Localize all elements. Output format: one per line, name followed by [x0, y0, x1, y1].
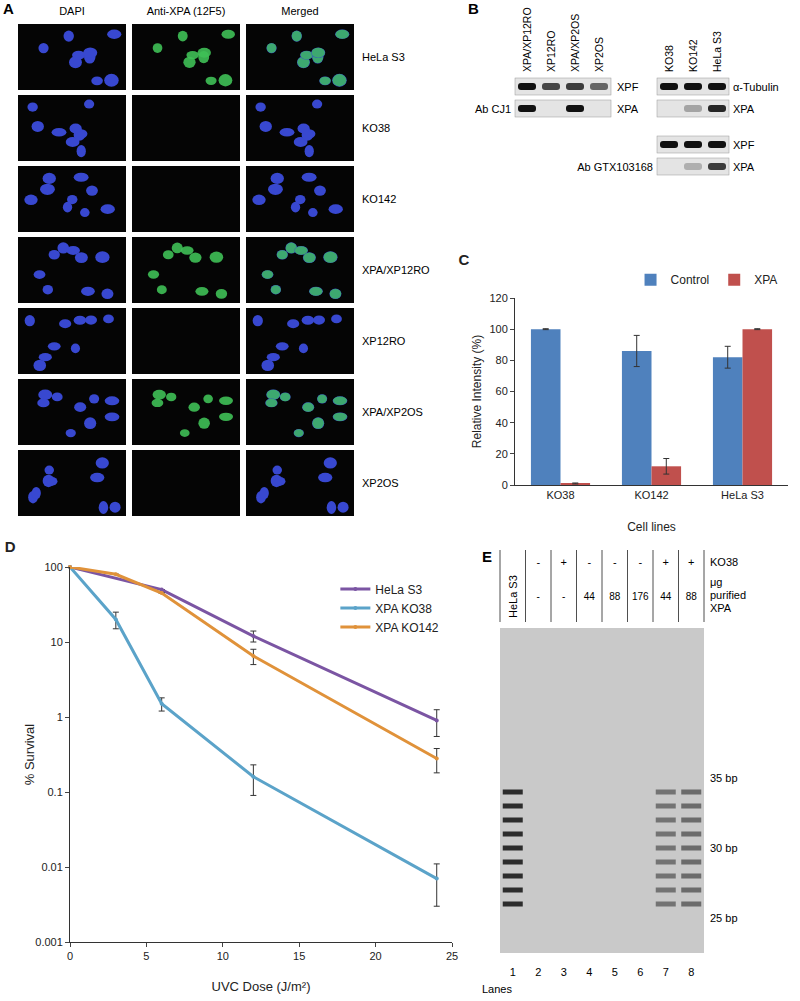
svg-text:KO142: KO142	[687, 39, 699, 72]
svg-text:1: 1	[57, 711, 63, 723]
svg-text:HeLa S3: HeLa S3	[362, 51, 405, 63]
svg-text:KO142: KO142	[362, 193, 396, 205]
svg-text:15: 15	[293, 950, 305, 962]
svg-text:μg: μg	[710, 576, 722, 588]
svg-text:XPA/XP2OS: XPA/XP2OS	[362, 406, 423, 418]
svg-text:0: 0	[502, 479, 508, 491]
svg-text:Relative Intensity (%): Relative Intensity (%)	[470, 335, 484, 448]
svg-text:1: 1	[510, 966, 516, 978]
svg-text:XP12RO: XP12RO	[545, 31, 557, 72]
svg-text:+: +	[688, 556, 694, 568]
svg-text:30 bp: 30 bp	[710, 842, 738, 854]
svg-text:35 bp: 35 bp	[710, 772, 738, 784]
svg-text:Anti-XPA (12F5): Anti-XPA (12F5)	[147, 5, 226, 17]
svg-text:Ab GTX103168: Ab GTX103168	[577, 161, 653, 173]
svg-text:XPA: XPA	[754, 273, 777, 287]
svg-text:Control: Control	[671, 273, 710, 287]
svg-text:Merged: Merged	[281, 5, 318, 17]
svg-text:176: 176	[632, 591, 649, 602]
svg-text:KO38: KO38	[663, 45, 675, 72]
svg-text:Cell lines: Cell lines	[627, 520, 676, 534]
svg-text:XP2OS: XP2OS	[593, 37, 605, 72]
svg-text:A: A	[3, 0, 14, 17]
svg-text:5: 5	[612, 966, 618, 978]
svg-text:D: D	[5, 538, 16, 555]
svg-text:25: 25	[446, 950, 458, 962]
svg-text:6: 6	[637, 966, 643, 978]
svg-text:HeLa S3: HeLa S3	[711, 31, 723, 72]
svg-text:2: 2	[535, 966, 541, 978]
svg-text:100: 100	[489, 323, 507, 335]
svg-text:60: 60	[496, 385, 508, 397]
svg-text:B: B	[468, 0, 479, 17]
svg-text:8: 8	[688, 966, 694, 978]
svg-text:XPA: XPA	[733, 161, 755, 173]
svg-text:+: +	[663, 556, 669, 568]
svg-text:DAPI: DAPI	[59, 5, 85, 17]
svg-text:UVC Dose (J/m²): UVC Dose (J/m²)	[212, 979, 311, 994]
svg-text:KO38: KO38	[546, 489, 574, 501]
svg-text:XPA/XP12RO: XPA/XP12RO	[521, 7, 533, 72]
svg-text:HeLa S3: HeLa S3	[375, 583, 422, 597]
svg-text:+: +	[561, 556, 567, 568]
svg-text:-: -	[587, 556, 591, 568]
svg-text:XPA/XP12RO: XPA/XP12RO	[362, 264, 430, 276]
svg-text:XPA KO38: XPA KO38	[375, 602, 432, 616]
svg-text:0.01: 0.01	[41, 861, 62, 873]
svg-text:40: 40	[496, 417, 508, 429]
svg-text:25 bp: 25 bp	[710, 912, 738, 924]
svg-text:-: -	[536, 556, 540, 568]
svg-text:-: -	[562, 591, 565, 602]
svg-text:0: 0	[67, 950, 73, 962]
svg-text:XPA: XPA	[733, 103, 755, 115]
svg-text:88: 88	[609, 591, 621, 602]
svg-text:XPA: XPA	[617, 103, 639, 115]
svg-text:KO38: KO38	[710, 556, 738, 568]
svg-text:7: 7	[663, 966, 669, 978]
svg-text:5: 5	[143, 950, 149, 962]
svg-text:α-Tubulin: α-Tubulin	[733, 81, 779, 93]
svg-text:KO38: KO38	[362, 122, 390, 134]
svg-text:4: 4	[586, 966, 592, 978]
svg-text:10: 10	[51, 636, 63, 648]
svg-text:C: C	[458, 251, 469, 268]
svg-text:KO142: KO142	[634, 489, 668, 501]
svg-text:XPF: XPF	[733, 139, 755, 151]
svg-text:HeLa S3: HeLa S3	[507, 575, 519, 618]
svg-text:-: -	[537, 591, 540, 602]
svg-text:44: 44	[660, 591, 672, 602]
svg-text:120: 120	[489, 292, 507, 304]
svg-text:purified: purified	[710, 589, 746, 601]
svg-text:80: 80	[496, 354, 508, 366]
svg-text:88: 88	[686, 591, 698, 602]
svg-text:Lanes: Lanes	[482, 983, 512, 995]
svg-text:-: -	[638, 556, 642, 568]
svg-text:XP12RO: XP12RO	[362, 335, 406, 347]
svg-text:XPA/XP2OS: XPA/XP2OS	[569, 14, 581, 72]
svg-text:XPA: XPA	[710, 602, 732, 614]
svg-text:20: 20	[496, 448, 508, 460]
svg-text:100: 100	[44, 561, 62, 573]
svg-text:XPF: XPF	[617, 81, 639, 93]
svg-text:0.001: 0.001	[35, 936, 63, 948]
svg-text:E: E	[482, 548, 492, 565]
svg-text:% Survival: % Survival	[22, 724, 37, 786]
svg-text:3: 3	[561, 966, 567, 978]
svg-text:HeLa S3: HeLa S3	[721, 489, 764, 501]
svg-text:XP2OS: XP2OS	[362, 477, 399, 489]
svg-text:XPA KO142: XPA KO142	[375, 621, 438, 635]
svg-text:44: 44	[584, 591, 596, 602]
svg-text:10: 10	[217, 950, 229, 962]
svg-text:0.1: 0.1	[48, 786, 63, 798]
svg-text:Ab CJ1: Ab CJ1	[475, 103, 511, 115]
svg-text:20: 20	[369, 950, 381, 962]
svg-text:-: -	[613, 556, 617, 568]
